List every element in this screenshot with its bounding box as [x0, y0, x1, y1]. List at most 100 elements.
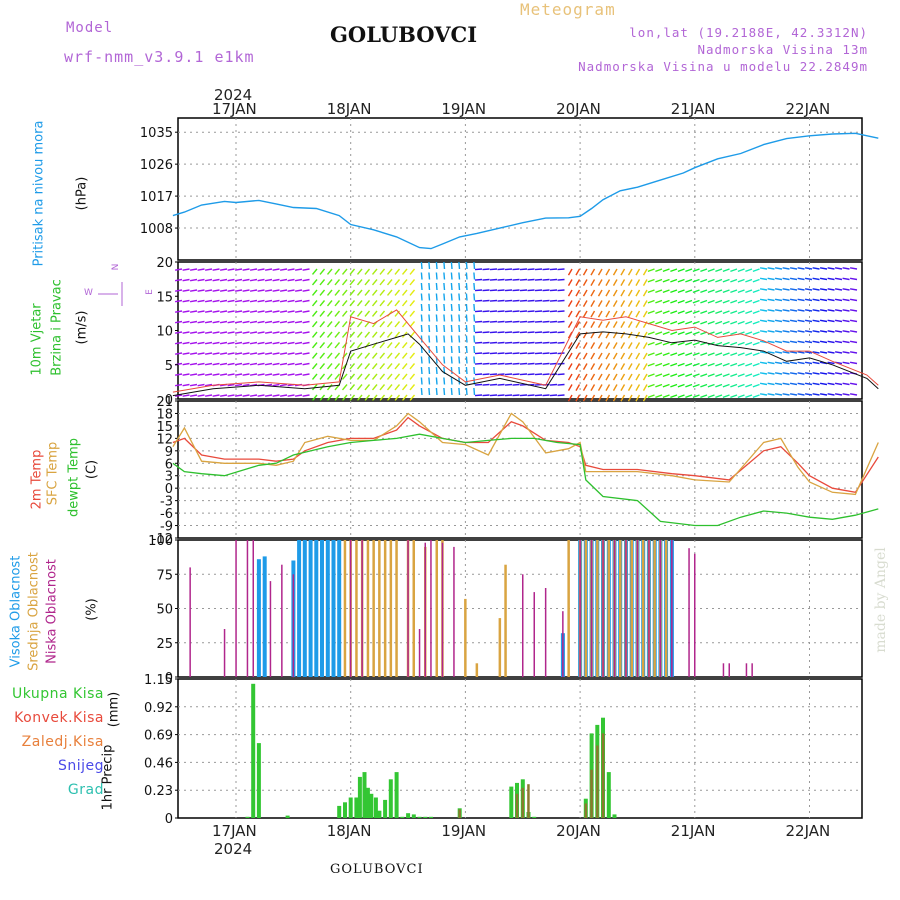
- wind-barb: [534, 320, 543, 323]
- wind-barb: [504, 278, 513, 281]
- wind-barb: [745, 278, 753, 283]
- top-day-label: 18JAN: [326, 100, 372, 118]
- wind-barb: [605, 321, 611, 328]
- wind-barb: [752, 362, 760, 367]
- y-tick-label: 1026: [140, 158, 173, 173]
- wind-barb: [819, 340, 828, 344]
- wind-barb: [473, 293, 476, 301]
- wind-barb: [722, 320, 730, 325]
- wind-barb: [234, 383, 243, 387]
- wind-barb: [567, 373, 573, 381]
- wind-barb: [812, 319, 820, 323]
- wind-barb: [620, 268, 626, 276]
- wind-barb: [386, 384, 393, 391]
- y-tick-label: 50: [156, 603, 173, 618]
- wind-barb: [311, 394, 318, 401]
- wind-barb: [174, 383, 183, 387]
- wind-barb: [575, 352, 581, 360]
- y-tick-label: 0: [165, 671, 173, 686]
- wind-barb: [257, 341, 265, 345]
- wind-barb: [612, 310, 618, 318]
- wind-barb: [450, 335, 453, 343]
- wind-barb: [409, 300, 416, 307]
- wind-barb: [527, 278, 535, 281]
- wind-barb: [745, 299, 753, 304]
- wind-barb: [677, 383, 685, 388]
- wind-barb: [474, 373, 483, 376]
- wind-barb: [774, 267, 783, 270]
- wind-barb: [827, 319, 835, 323]
- wind-barb: [722, 383, 730, 388]
- wind-barb: [549, 278, 558, 281]
- wind-barb: [685, 383, 693, 388]
- wind-barb: [597, 384, 603, 391]
- wind-barb: [379, 279, 386, 286]
- precip-bar-precip_total: [612, 814, 617, 818]
- wind-barb: [257, 310, 265, 313]
- wind-barb: [647, 352, 655, 357]
- wind-barb: [311, 342, 318, 349]
- wind-barb: [527, 331, 535, 334]
- wind-barb: [627, 363, 633, 370]
- cloud-bar-low: [613, 540, 616, 677]
- cloud-bar-high: [320, 540, 324, 677]
- wind-barb: [272, 394, 280, 397]
- wind-barb: [465, 314, 468, 322]
- wind-barb: [685, 362, 693, 367]
- wind-barb: [575, 268, 581, 276]
- cloud-bar-high: [302, 540, 307, 677]
- wind-barb: [204, 310, 213, 313]
- cloud-bar-low: [441, 542, 444, 677]
- precip-bar-precip_total: [348, 797, 353, 818]
- cloud-bar-low: [418, 629, 421, 677]
- wind-barb: [842, 393, 850, 396]
- wind-barb: [504, 310, 513, 313]
- wind-barb: [450, 387, 453, 396]
- wind-barb: [349, 394, 356, 401]
- wind-barb: [197, 278, 205, 282]
- y-tick-label: 0: [165, 482, 173, 497]
- wind-barb: [341, 279, 348, 286]
- wind-barb: [409, 321, 416, 328]
- y-tick-label: 0.23: [144, 784, 173, 799]
- wind-barb: [590, 342, 596, 349]
- wind-barb: [326, 394, 333, 401]
- wind-barb: [204, 362, 213, 366]
- wind-barb: [590, 321, 596, 328]
- wind-barb: [774, 372, 783, 375]
- wind-barb: [473, 314, 476, 322]
- wind-barb: [473, 261, 476, 270]
- wind-barb: [428, 387, 431, 396]
- wind-barb: [700, 320, 708, 325]
- wind-barb: [482, 394, 490, 397]
- wind-barb: [443, 387, 446, 396]
- wind-barb: [567, 363, 573, 370]
- wind-barb: [174, 268, 183, 271]
- wind-barb: [257, 394, 265, 397]
- wind-barb: [722, 341, 730, 346]
- wind-barb: [655, 383, 663, 388]
- wind-barb: [782, 277, 790, 281]
- wind-barb: [182, 362, 190, 366]
- wind-barb: [409, 289, 416, 296]
- wind-barb: [474, 394, 483, 397]
- top-year-label: 2024: [214, 86, 253, 104]
- wind-barb: [497, 362, 505, 365]
- wind-barb: [257, 362, 265, 366]
- wind-barb: [819, 298, 828, 302]
- precip-bar-precip_total: [406, 813, 411, 818]
- cloud-bar-low: [281, 564, 283, 677]
- wind-barb: [789, 298, 798, 302]
- wind-barb: [670, 383, 678, 388]
- wind-barb: [797, 267, 805, 270]
- wind-barb: [707, 320, 715, 325]
- wind-barb: [234, 331, 243, 334]
- wind-barb: [394, 384, 401, 391]
- wind-barb: [394, 352, 401, 359]
- y-tick-label: 0.46: [144, 756, 173, 771]
- wind-barb: [685, 331, 693, 336]
- wind-barb: [534, 341, 543, 344]
- wind-barb: [715, 289, 723, 294]
- y-tick-label: -3: [160, 495, 173, 510]
